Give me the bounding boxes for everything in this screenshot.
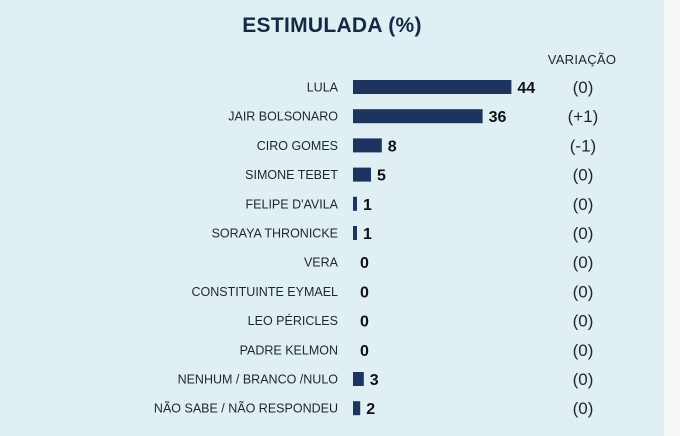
value-label: 2 xyxy=(366,401,375,418)
value-label: 1 xyxy=(363,197,372,214)
value-label: 3 xyxy=(370,372,379,389)
category-label: CIRO GOMES xyxy=(257,139,338,153)
value-label: 0 xyxy=(360,343,369,360)
bar xyxy=(353,109,483,124)
category-label: NÃO SABE / NÃO RESPONDEU xyxy=(154,402,338,416)
variation-label: (0) xyxy=(573,195,594,214)
variation-label: (0) xyxy=(573,253,594,272)
value-label: 1 xyxy=(363,226,372,243)
variation-header: VARIAÇÃO xyxy=(547,52,617,67)
bar xyxy=(353,196,357,211)
category-label: LULA xyxy=(307,81,339,95)
value-label: 36 xyxy=(489,109,507,126)
category-label: LEO PÉRICLES xyxy=(248,313,338,328)
variation-label: (0) xyxy=(573,78,594,97)
variation-label: (0) xyxy=(573,166,594,185)
chart-panel xyxy=(0,0,664,436)
variation-label: (0) xyxy=(573,370,594,389)
right-edge xyxy=(664,0,680,436)
value-label: 0 xyxy=(360,255,369,272)
bar xyxy=(353,167,371,182)
variation-label: (+1) xyxy=(568,107,599,126)
bar xyxy=(353,372,364,386)
variation-label: (0) xyxy=(573,224,594,243)
value-label: 5 xyxy=(377,168,386,185)
variation-label: (0) xyxy=(573,282,594,301)
value-label: 0 xyxy=(360,284,369,301)
value-label: 0 xyxy=(360,314,369,331)
category-label: SORAYA THRONICKE xyxy=(212,227,338,241)
category-label: CONSTITUINTE EYMAEL xyxy=(191,285,338,299)
variation-label: (0) xyxy=(573,312,594,331)
bar xyxy=(353,138,382,153)
category-label: JAIR BOLSONARO xyxy=(228,110,338,124)
variation-label: (-1) xyxy=(570,136,596,155)
category-label: VERA xyxy=(304,256,339,270)
category-label: FELIPE D'AVILA xyxy=(246,197,339,211)
value-label: 44 xyxy=(517,80,535,97)
category-label: NENHUM / BRANCO /NULO xyxy=(178,373,339,387)
bar xyxy=(353,226,357,240)
category-label: SIMONE TEBET xyxy=(245,168,338,182)
variation-label: (0) xyxy=(573,399,594,418)
value-label: 8 xyxy=(388,138,397,155)
variation-label: (0) xyxy=(573,341,594,360)
bar xyxy=(353,401,361,416)
bar xyxy=(353,80,512,94)
category-label: PADRE KELMON xyxy=(240,343,338,357)
chart-title: ESTIMULADA (%) xyxy=(242,14,422,37)
